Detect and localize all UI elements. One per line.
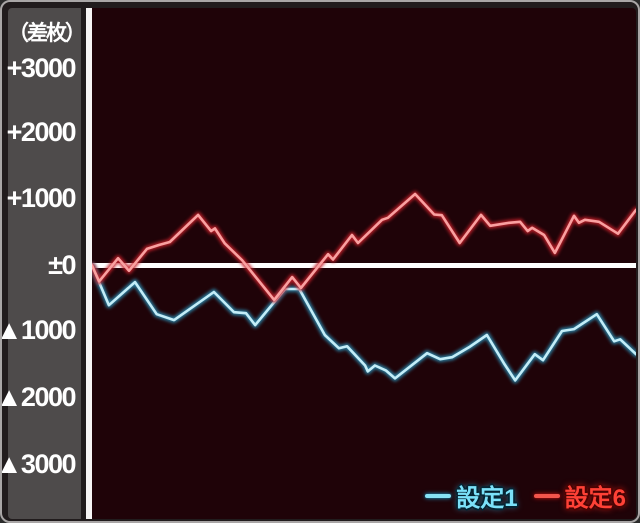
setting1-line-swatch-icon bbox=[425, 493, 452, 498]
legend: 設定1 設定6 bbox=[425, 478, 626, 513]
y-tick-minus3000: ▲3000 bbox=[0, 449, 77, 479]
series-line-設定1-core bbox=[92, 264, 636, 382]
slump-line-chart bbox=[92, 191, 636, 384]
legend-label-setting6: 設定6 bbox=[564, 485, 626, 512]
legend-item-setting1: 設定1 bbox=[425, 478, 518, 513]
legend-item-setting6: 設定6 bbox=[533, 478, 626, 513]
legend-label-setting1: 設定1 bbox=[456, 485, 518, 512]
series-line-設定6-halo bbox=[92, 191, 636, 303]
y-axis-unit-label: （差枚） bbox=[8, 22, 86, 45]
y-tick-plus1000: +1000 bbox=[6, 183, 77, 213]
zero-baseline bbox=[86, 263, 636, 268]
y-tick-minus1000: ▲1000 bbox=[0, 315, 77, 345]
setting6-line-swatch-icon bbox=[533, 493, 560, 498]
series-line-設定6-core bbox=[92, 192, 636, 302]
y-tick-plus2000: +2000 bbox=[6, 117, 77, 147]
y-tick-plus3000: +3000 bbox=[6, 53, 77, 83]
y-axis-line bbox=[86, 8, 92, 519]
y-axis-label-column: （差枚） +3000 +2000 +1000 ±0 ▲1000 ▲2000 ▲3… bbox=[2, 8, 86, 519]
y-tick-zero: ±0 bbox=[48, 250, 76, 280]
y-tick-minus2000: ▲2000 bbox=[0, 382, 77, 412]
